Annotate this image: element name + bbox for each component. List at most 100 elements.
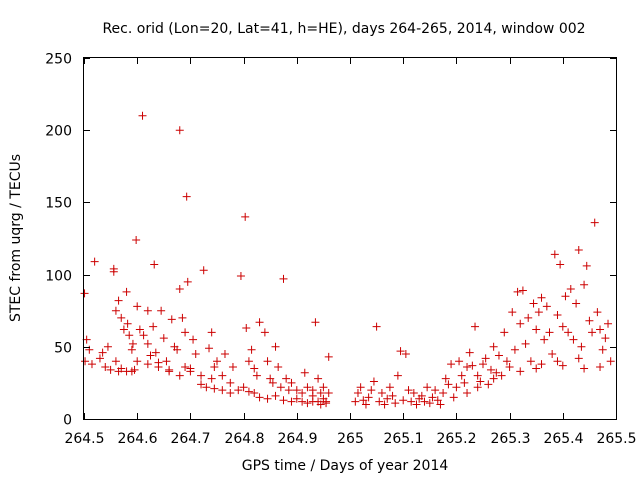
data-point xyxy=(566,285,575,294)
data-point xyxy=(375,397,384,406)
data-point xyxy=(207,374,216,383)
data-point xyxy=(417,391,426,400)
data-point xyxy=(287,378,296,387)
data-point xyxy=(494,351,503,360)
data-point xyxy=(463,389,472,398)
data-point xyxy=(111,306,120,315)
data-point xyxy=(130,365,139,374)
data-point xyxy=(183,277,192,286)
data-point xyxy=(361,400,370,409)
y-axis-label: STEC from uqrg / TECUs xyxy=(8,154,24,322)
data-point xyxy=(266,374,275,383)
data-point xyxy=(319,383,328,392)
data-point xyxy=(532,364,541,373)
data-point xyxy=(95,354,104,363)
data-point xyxy=(178,313,187,322)
data-point xyxy=(181,328,190,337)
data-point xyxy=(165,365,174,374)
data-point xyxy=(311,318,320,327)
data-point xyxy=(537,360,546,369)
data-point xyxy=(220,350,229,359)
data-point xyxy=(154,358,163,367)
data-point xyxy=(463,363,472,372)
data-point xyxy=(213,357,221,366)
data-point xyxy=(218,386,227,395)
data-point xyxy=(409,389,418,398)
data-point xyxy=(122,287,131,296)
data-point xyxy=(282,374,291,383)
plot-frame xyxy=(83,57,617,420)
data-point xyxy=(101,363,110,372)
x-tick-label: 265.3 xyxy=(490,431,530,447)
data-point xyxy=(479,360,487,369)
data-point xyxy=(556,260,565,269)
data-point xyxy=(202,383,211,392)
data-point xyxy=(489,374,498,383)
data-point xyxy=(582,261,591,270)
data-point xyxy=(322,399,331,408)
data-point xyxy=(300,368,309,377)
data-point xyxy=(324,389,333,398)
data-point xyxy=(351,397,360,406)
data-point xyxy=(367,386,376,395)
data-point xyxy=(596,325,605,334)
data-point xyxy=(85,345,94,354)
data-point xyxy=(244,387,253,396)
data-point xyxy=(292,394,301,403)
data-point xyxy=(123,319,132,328)
data-point xyxy=(481,354,490,363)
data-point xyxy=(128,339,137,348)
data-point xyxy=(420,397,429,406)
data-point xyxy=(433,396,442,405)
data-point xyxy=(143,339,152,348)
data-point xyxy=(117,364,126,373)
data-point xyxy=(263,357,272,366)
data-point xyxy=(369,377,378,386)
data-point xyxy=(228,363,237,372)
data-point xyxy=(569,335,578,344)
data-point xyxy=(167,315,176,324)
data-point xyxy=(521,339,530,348)
data-point xyxy=(139,331,148,340)
data-point xyxy=(149,322,158,331)
data-point xyxy=(151,348,160,357)
data-point xyxy=(590,218,599,227)
data-point xyxy=(143,306,152,315)
data-point xyxy=(218,371,227,380)
data-point xyxy=(431,386,440,395)
data-point xyxy=(287,397,296,406)
data-point xyxy=(550,250,559,259)
data-point xyxy=(182,192,191,201)
data-point xyxy=(558,322,567,331)
data-point xyxy=(572,299,581,308)
data-point xyxy=(226,378,235,387)
data-point xyxy=(473,371,482,380)
data-point xyxy=(125,331,134,340)
data-point xyxy=(81,357,90,366)
data-point xyxy=(492,368,501,377)
data-point xyxy=(532,325,541,334)
data-point xyxy=(516,367,525,376)
data-point xyxy=(404,386,413,395)
data-point xyxy=(114,296,123,305)
data-point xyxy=(383,394,392,403)
data-point xyxy=(103,342,112,351)
data-point xyxy=(210,384,219,393)
data-point xyxy=(162,357,171,366)
data-point xyxy=(175,285,184,294)
data-point xyxy=(298,389,307,398)
data-point xyxy=(133,357,142,366)
data-point xyxy=(159,334,168,343)
data-point xyxy=(303,399,312,408)
data-point xyxy=(393,371,402,380)
data-point xyxy=(87,360,96,369)
chart-title: Rec. orid (Lon=20, Lat=41, h=HE), days 2… xyxy=(102,21,585,37)
data-point xyxy=(596,363,605,372)
data-point xyxy=(598,345,607,354)
data-point xyxy=(119,325,128,334)
data-point xyxy=(497,371,506,380)
data-point xyxy=(186,367,195,376)
data-point xyxy=(239,383,248,392)
data-point xyxy=(540,335,549,344)
